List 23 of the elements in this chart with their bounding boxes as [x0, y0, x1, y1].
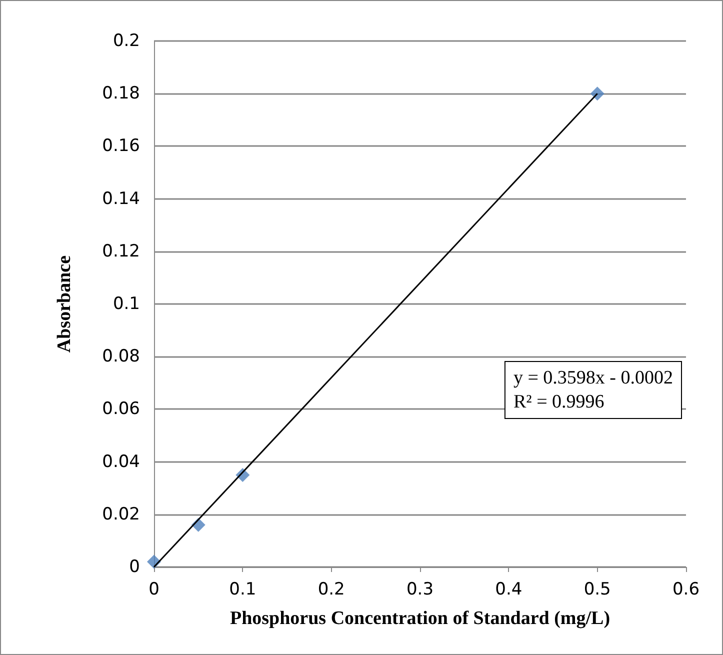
y-tick-label: 0.14 — [102, 188, 140, 209]
annotation: y = 0.3598x - 0.0002 — [513, 368, 674, 388]
y-tick-label: 0.12 — [102, 241, 140, 262]
y-tick-label: 0.2 — [112, 31, 140, 51]
y-tick-label: 0.16 — [102, 136, 140, 156]
y-tick-label: 0.1 — [112, 294, 140, 314]
x-tick-label: 0.3 — [406, 580, 434, 600]
y-tick-label: 0.04 — [102, 452, 140, 472]
y-tick-label: 0 — [129, 557, 140, 577]
x-tick-label: 0.5 — [584, 580, 611, 600]
y-tick-label: 0.02 — [102, 504, 140, 524]
x-tick-label: 0.6 — [672, 580, 700, 600]
point — [590, 86, 604, 101]
y-tick-label: 0.06 — [102, 399, 140, 420]
x-axis-title: Phosphorus Concentration of Standard (mg/L) — [230, 608, 610, 629]
x-tick-label: 0.2 — [318, 580, 345, 600]
x-tick-label: 0.4 — [495, 580, 522, 600]
y-tick-label: 0.18 — [102, 84, 140, 104]
y-tick-label: 0.08 — [102, 346, 140, 367]
annotation: R² = 0.9996 — [513, 392, 604, 412]
y-axis-title: Absorbance — [54, 255, 75, 353]
x-tick-label: 0 — [148, 580, 160, 600]
x-tick-label: 0.1 — [229, 580, 256, 600]
